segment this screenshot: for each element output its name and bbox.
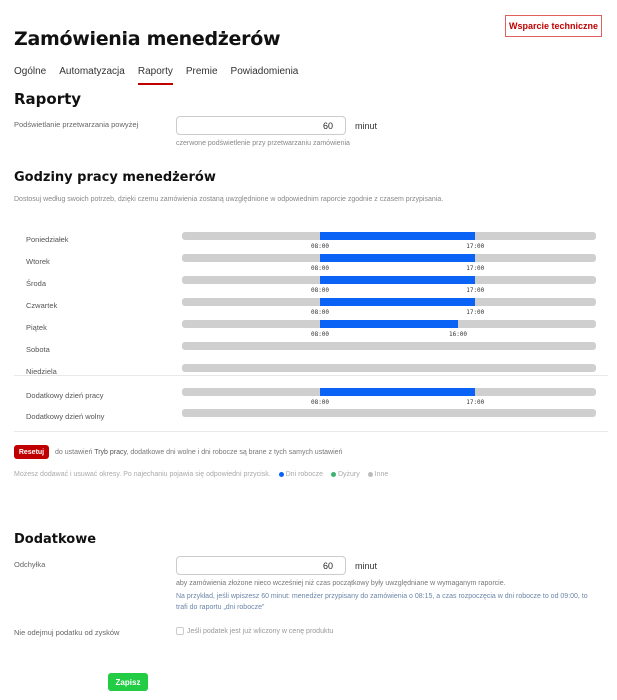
divider [14, 431, 608, 432]
day-label-3: Czwartek [26, 301, 58, 310]
legend-dot-icon [330, 471, 336, 477]
timeline-track[interactable] [182, 254, 596, 262]
day-label-0: Poniedziałek [26, 235, 69, 244]
legend-dot-icon [367, 471, 373, 477]
timeline-track[interactable] [182, 320, 596, 328]
support-button[interactable]: Wsparcie techniczne [505, 15, 602, 37]
time-end: 17:00 [466, 399, 485, 406]
highlight-input[interactable] [176, 116, 346, 135]
highlight-label: Podświetlanie przetwarzania powyżej [14, 120, 139, 129]
reset-text-after: , dodatkowe dni wolne i dni robocze są b… [126, 449, 343, 456]
legend: Możesz dodawać i usuwać okresy. Po najec… [14, 471, 388, 478]
legend-work: Dni robocze [285, 471, 323, 478]
tab-general[interactable]: Ogólne [14, 66, 47, 77]
work-period[interactable] [320, 254, 476, 262]
tab-automation[interactable]: Automatyzacja [59, 66, 125, 77]
reset-text-before: do ustawień [55, 449, 93, 456]
work-mode-link[interactable]: Tryb pracy [94, 449, 127, 456]
day-label-6: Niedziela [26, 367, 57, 376]
reset-text: do ustawień Tryb pracy, dodatkowe dni wo… [55, 449, 342, 456]
tab-bonuses[interactable]: Premie [185, 66, 218, 77]
page-title: Zamówienia menedżerów [14, 28, 281, 50]
reset-button[interactable]: Resetuj [14, 445, 49, 459]
work-period[interactable] [320, 388, 476, 396]
tab-reports[interactable]: Raporty [137, 66, 173, 85]
legend-other: Inne [374, 471, 389, 478]
time-end: 17:00 [466, 265, 485, 272]
timeline-track[interactable] [182, 409, 596, 417]
timeline-track[interactable] [182, 298, 596, 306]
time-end: 17:00 [466, 243, 485, 250]
day-label-4: Piątek [26, 323, 47, 332]
reports-title: Raporty [14, 90, 82, 108]
tab-notifications[interactable]: Powiadomienia [230, 66, 299, 77]
time-start: 08:00 [310, 309, 330, 316]
hours-title: Godziny pracy menedżerów [14, 170, 216, 185]
timeline-track[interactable] [182, 342, 596, 350]
time-start: 08:00 [310, 331, 330, 338]
time-end: 16:00 [448, 331, 468, 338]
work-period[interactable] [320, 298, 476, 306]
hours-description: Dostosuj według swoich potrzeb, dzięki c… [14, 196, 444, 203]
deviation-label: Odchyłka [14, 560, 46, 569]
work-period[interactable] [320, 232, 476, 240]
save-button[interactable]: Zapisz [108, 673, 148, 691]
tabs: Ogólne Automatyzacja Raporty Premie Powi… [14, 66, 298, 85]
highlight-unit: minut [355, 121, 378, 131]
divider [14, 375, 608, 376]
deviation-input[interactable] [176, 556, 346, 575]
time-start: 08:00 [310, 265, 330, 272]
deviation-example: Na przykład, jeśli wpiszesz 60 minut: me… [176, 593, 588, 611]
highlight-hint: czerwone podświetlenie przy przetwarzani… [176, 140, 350, 147]
work-period[interactable] [320, 320, 458, 328]
time-end: 17:00 [466, 287, 485, 294]
day-label-5: Sobota [26, 345, 50, 354]
tax-checkbox[interactable] [176, 627, 184, 635]
tax-checkbox-label: Jeśli podatek jest już wliczony w cenę p… [187, 627, 334, 635]
day-label-1: Wtorek [26, 257, 50, 266]
time-start: 08:00 [310, 243, 330, 250]
tax-label: Nie odejmuj podatku od zysków [14, 628, 120, 637]
timeline-track[interactable] [182, 364, 596, 372]
day-label-extra-1: Dodatkowy dzień wolny [26, 412, 105, 421]
deviation-hint: aby zamówienia złożone nieco wcześniej n… [176, 580, 506, 587]
legend-duty: Dyżury [337, 471, 360, 478]
day-label-2: Środa [26, 279, 47, 288]
deviation-unit: minut [355, 561, 378, 571]
tax-option[interactable]: Jeśli podatek jest już wliczony w cenę p… [176, 627, 333, 635]
time-end: 17:00 [466, 309, 485, 316]
legend-text: Możesz dodawać i usuwać okresy. Po najec… [14, 471, 271, 478]
timeline-track[interactable] [182, 276, 596, 284]
time-start: 08:00 [310, 399, 330, 406]
day-label-extra-0: Dodatkowy dzień pracy [26, 391, 104, 400]
time-start: 08:00 [310, 287, 330, 294]
legend-dot-icon [278, 471, 284, 477]
work-period[interactable] [320, 276, 476, 284]
timeline-track[interactable] [182, 388, 596, 396]
timeline-track[interactable] [182, 232, 596, 240]
additional-title: Dodatkowe [14, 532, 97, 547]
